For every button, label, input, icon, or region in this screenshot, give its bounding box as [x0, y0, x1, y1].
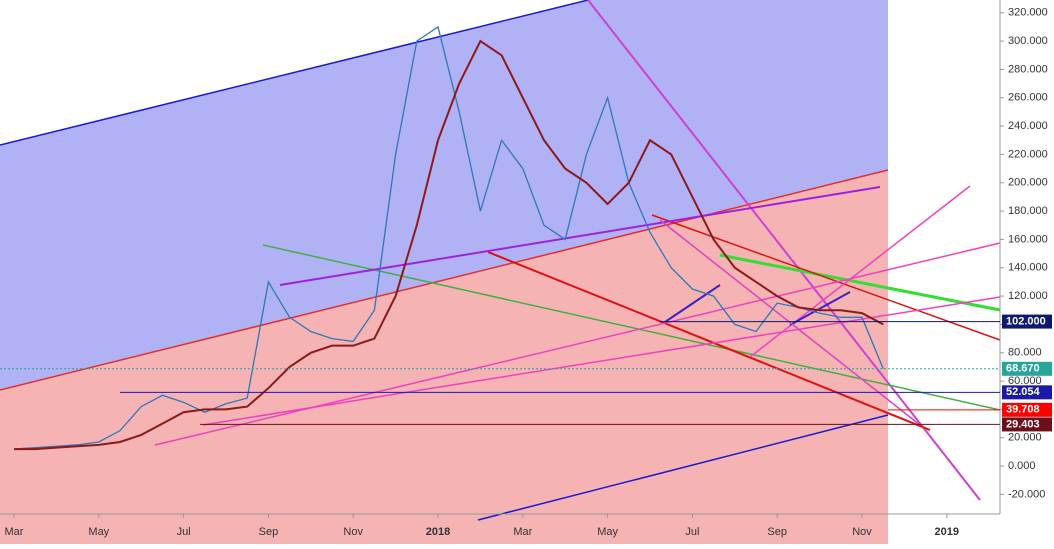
- y-tick-label: 140.000: [1008, 262, 1048, 274]
- x-tick-label: Jul: [177, 526, 191, 538]
- y-tick-label: 160.000: [1008, 233, 1048, 245]
- price-line: [14, 39, 884, 451]
- y-tick-label: 180.000: [1008, 205, 1048, 217]
- y-tick-label: -20.000: [1008, 488, 1045, 500]
- price-label-box: [1002, 417, 1052, 432]
- x-tick-label: 2018: [426, 526, 450, 538]
- y-tick-label: 80.000: [1008, 347, 1042, 359]
- x-tick-label: May: [88, 526, 109, 538]
- price-label: 52.054: [1006, 386, 1041, 398]
- x-tick-label: May: [597, 526, 618, 538]
- x-tick-label: Jul: [685, 526, 699, 538]
- y-tick-label: 60.000: [1008, 375, 1042, 387]
- x-tick-label: Sep: [767, 526, 787, 538]
- pink-channel: [0, 170, 888, 544]
- y-tick-label: 120.000: [1008, 290, 1048, 302]
- price-label-box: [1002, 402, 1052, 417]
- x-tick-label: Sep: [259, 526, 279, 538]
- price-label: 29.403: [1006, 418, 1040, 430]
- y-tick-label: 260.000: [1008, 92, 1048, 104]
- x-tick-label: Nov: [852, 526, 872, 538]
- y-tick-label: 220.000: [1008, 148, 1048, 160]
- x-tick-label: Mar: [513, 526, 532, 538]
- price-label-box: [1002, 385, 1052, 400]
- x-tick-label: Mar: [5, 526, 24, 538]
- price-line: [13, 25, 884, 450]
- y-tick-label: 0.000: [1008, 460, 1036, 472]
- blue-channel: [0, 0, 888, 390]
- y-tick-label: 240.000: [1008, 120, 1048, 132]
- price-label: 102.000: [1006, 315, 1046, 327]
- price-label-box: [1002, 361, 1052, 376]
- y-tick-label: 300.000: [1008, 35, 1048, 47]
- price-label: 68.670: [1006, 363, 1040, 375]
- price-label: 39.708: [1006, 404, 1040, 416]
- y-tick-label: 20.000: [1008, 432, 1042, 444]
- y-tick-label: 320.000: [1008, 7, 1048, 19]
- x-tick-label: Nov: [343, 526, 363, 538]
- x-tick-label: 2019: [935, 526, 959, 538]
- price-label-box: [1002, 314, 1052, 329]
- y-tick-label: 200.000: [1008, 177, 1048, 189]
- y-tick-label: 280.000: [1008, 63, 1048, 75]
